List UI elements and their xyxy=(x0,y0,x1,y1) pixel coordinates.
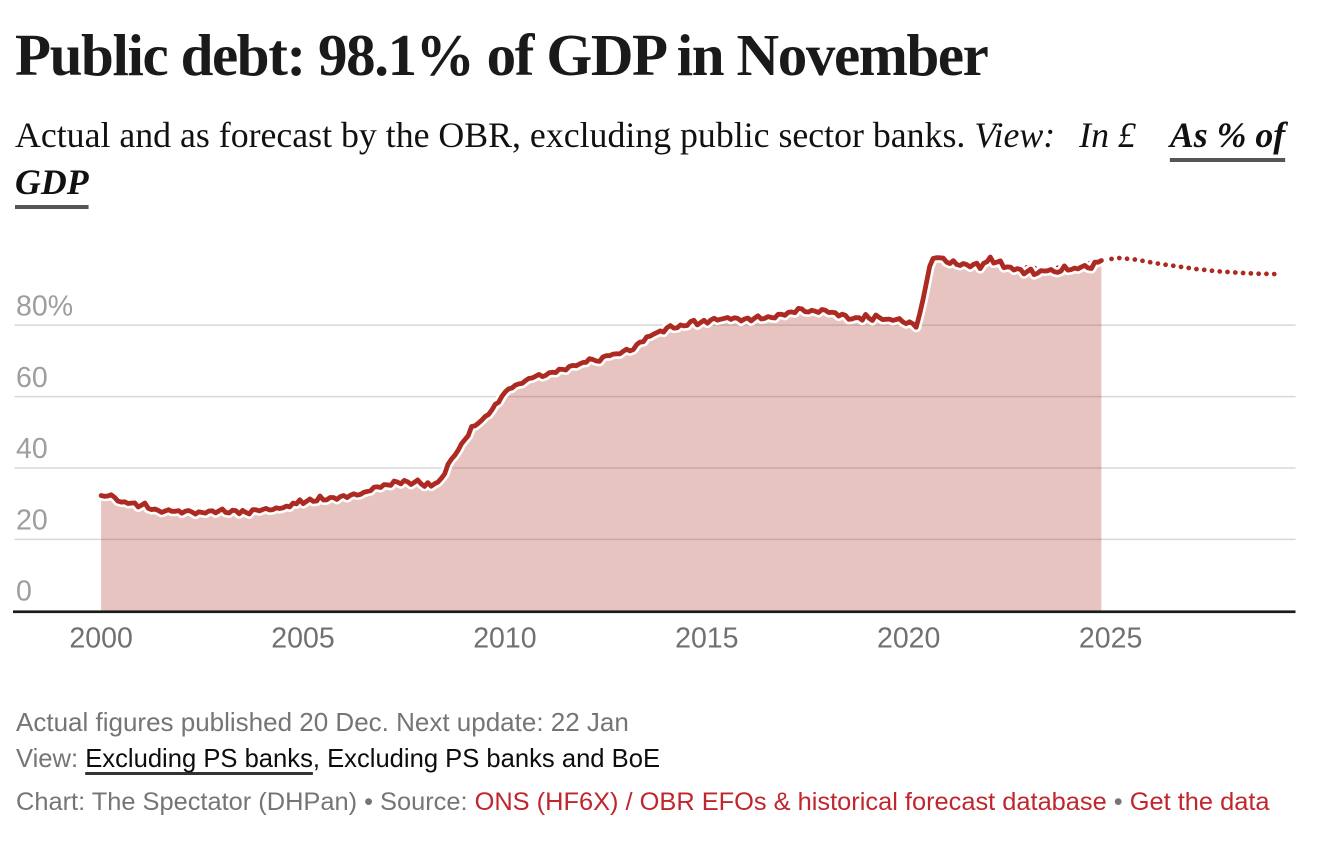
svg-text:2010: 2010 xyxy=(473,622,536,654)
svg-text:20: 20 xyxy=(16,505,48,537)
svg-text:0: 0 xyxy=(16,576,32,608)
svg-text:40: 40 xyxy=(16,433,48,465)
svg-text:2015: 2015 xyxy=(675,622,738,654)
svg-text:80%: 80% xyxy=(16,290,73,322)
svg-text:2020: 2020 xyxy=(877,622,940,654)
svg-text:60: 60 xyxy=(16,362,48,394)
svg-text:2025: 2025 xyxy=(1079,622,1142,654)
svg-text:2005: 2005 xyxy=(271,622,334,654)
svg-text:2000: 2000 xyxy=(69,622,132,654)
